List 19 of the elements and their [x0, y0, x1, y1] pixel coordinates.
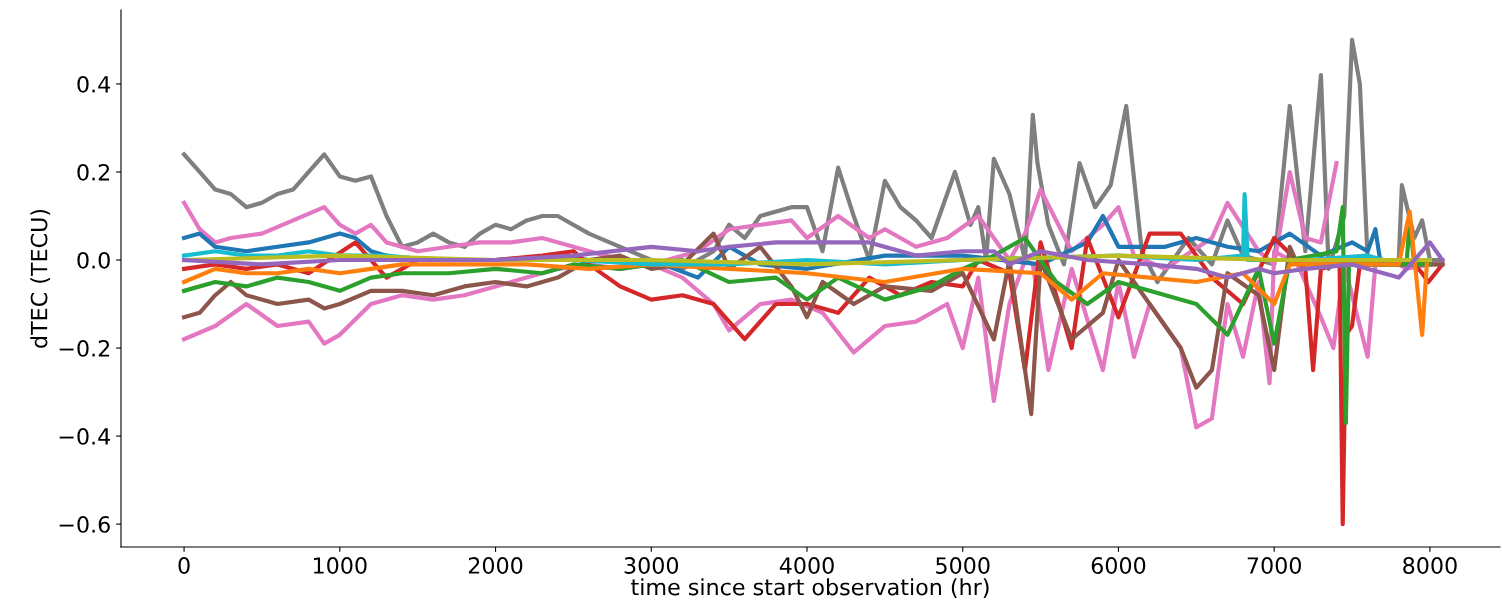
x-tick-label: 5000	[936, 557, 990, 574]
line-series	[181, 240, 1445, 280]
x-axis-title: time since start observation (hr)	[631, 578, 989, 599]
line-series	[181, 209, 1429, 337]
x-tick-label: 3000	[624, 557, 679, 574]
y-axis-title: dTEC (TECU)	[30, 209, 51, 348]
x-tick-label: 8000	[1403, 557, 1457, 574]
y-tick-label: 0.0	[77, 251, 110, 269]
y-tick-label: 0.2	[77, 163, 110, 181]
y-tick-label: −0.2	[59, 340, 110, 357]
x-tick-label: 1000	[313, 557, 367, 574]
x-tick-label: 6000	[1091, 557, 1146, 574]
x-tick-label: 2000	[468, 557, 523, 574]
x-tick-label: 0	[178, 557, 190, 574]
y-tick-label: 0.4	[77, 75, 111, 93]
y-tick-label: −0.4	[59, 428, 111, 445]
x-tick-label: 7000	[1247, 557, 1301, 574]
x-tick-label: 4000	[779, 557, 834, 574]
y-tick-label: −0.6	[59, 516, 110, 533]
